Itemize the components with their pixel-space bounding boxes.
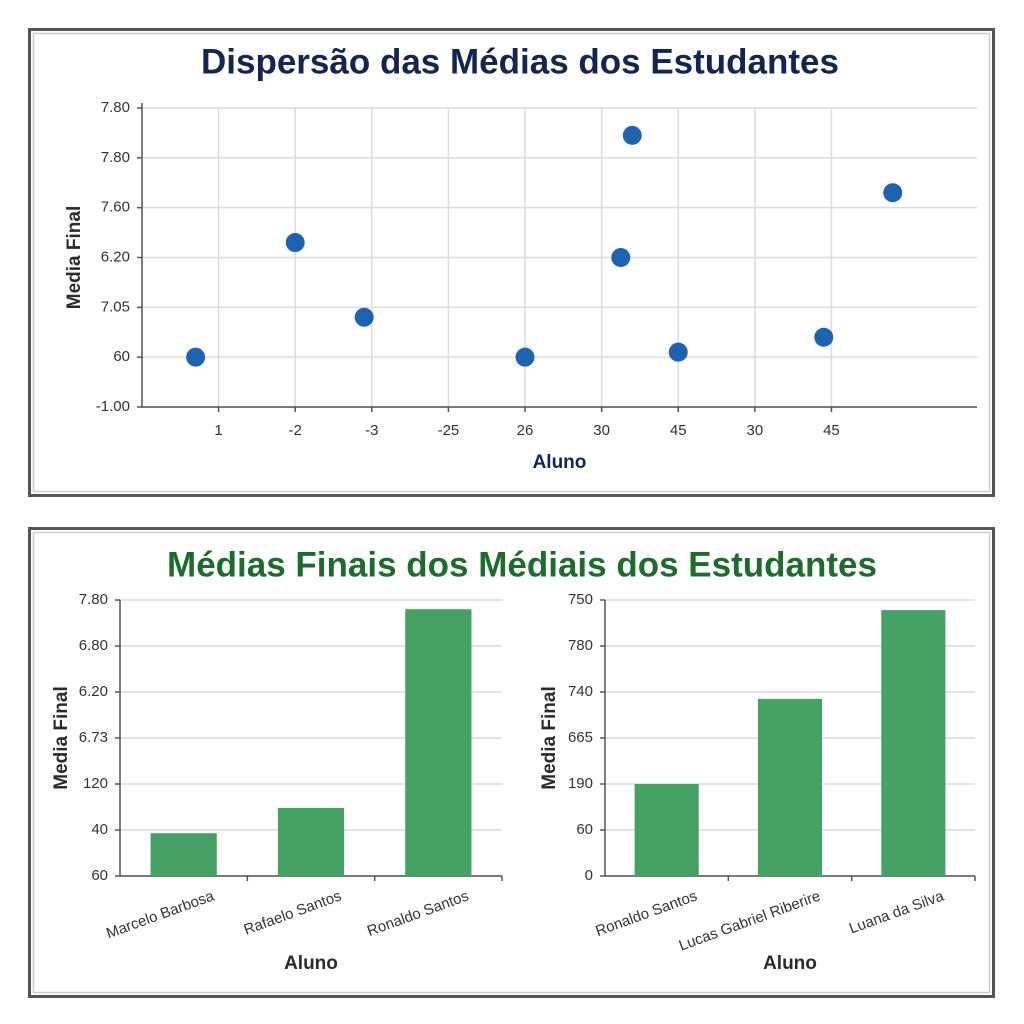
bottom-panel — [28, 527, 995, 998]
scatter-point — [611, 248, 631, 267]
bar — [150, 833, 217, 876]
y-tick-label: 6.20 — [101, 248, 130, 265]
scatter-point — [354, 307, 374, 327]
y-tick-label: 750 — [568, 591, 593, 608]
y-tick-label: 60 — [576, 821, 593, 838]
y-tick-label: -1.00 — [96, 398, 130, 415]
y-tick-label: 6.73 — [79, 729, 108, 746]
x-tick-label: 1 — [214, 422, 222, 439]
y-tick-label: 7.80 — [101, 149, 130, 166]
chart-title: Dispersão das Médias dos Estudantes — [201, 42, 839, 81]
scatter-point — [668, 342, 688, 362]
y-tick-label: 40 — [91, 821, 108, 838]
y-tick-label: 7.05 — [101, 298, 130, 315]
x-axis-label: Aluno — [533, 452, 587, 473]
y-tick-label: 120 — [83, 775, 108, 792]
x-axis-label: Aluno — [763, 953, 817, 974]
bar — [757, 698, 823, 876]
scatter-point — [285, 233, 305, 253]
bar — [277, 807, 345, 876]
y-tick-label: 6.80 — [79, 637, 108, 654]
y-tick-label: 60 — [91, 867, 108, 884]
bar — [405, 609, 472, 876]
y-tick-label: 7.60 — [101, 199, 130, 216]
x-tick-label: -2 — [289, 422, 302, 439]
y-axis-label: Media Final — [539, 686, 560, 789]
x-tick-label: 30 — [747, 422, 764, 439]
y-tick-label: 6.20 — [79, 683, 108, 700]
y-tick-label: 740 — [568, 683, 593, 700]
y-axis-label: Media Final — [64, 206, 85, 309]
y-tick-label: 665 — [568, 729, 593, 746]
bar — [634, 784, 699, 876]
x-tick-label: 30 — [593, 422, 610, 439]
y-axis-label: Media Final — [51, 686, 72, 789]
x-tick-label: 45 — [823, 422, 840, 439]
scatter-point — [622, 125, 642, 145]
top-panel-inner — [32, 32, 991, 493]
scatter-point — [883, 183, 903, 203]
x-tick-label: -25 — [438, 422, 460, 439]
scatter-point — [515, 347, 535, 367]
y-tick-label: 7.80 — [79, 591, 108, 608]
y-tick-label: 7.80 — [101, 99, 130, 116]
y-tick-label: 190 — [568, 775, 593, 792]
x-axis-label: Aluno — [284, 953, 338, 974]
bottom-panel-inner — [32, 531, 991, 994]
chart-title: Médias Finais dos Médiais dos Estudantes — [167, 545, 877, 584]
x-tick-label: -3 — [365, 422, 378, 439]
scatter-point — [186, 347, 206, 367]
top-panel — [28, 28, 995, 497]
bar — [881, 610, 946, 876]
x-tick-label: 45 — [670, 422, 687, 439]
x-tick-label: 26 — [517, 422, 534, 439]
scatter-point — [814, 327, 834, 347]
y-tick-label: 780 — [568, 637, 593, 654]
y-tick-label: 60 — [113, 348, 130, 365]
y-tick-label: 0 — [585, 867, 593, 884]
